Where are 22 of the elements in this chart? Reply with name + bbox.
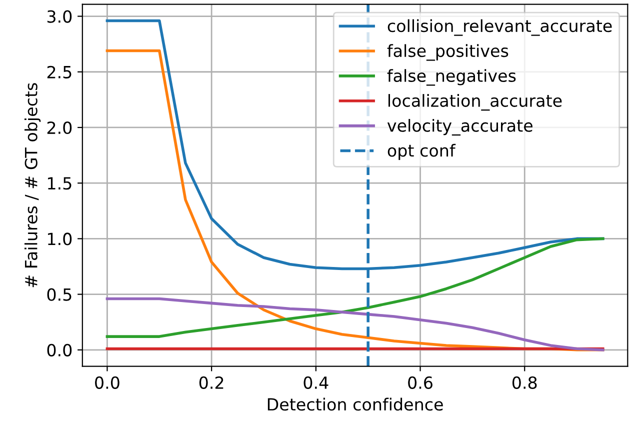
legend-label: false_positives: [387, 44, 508, 61]
legend-label: velocity_accurate: [387, 118, 532, 136]
y-tick-label: 0.5: [47, 288, 72, 301]
y-tick-label: 1.5: [48, 177, 72, 190]
x-tick-label: 0.8: [512, 376, 537, 389]
legend-label: false_negatives: [387, 69, 516, 86]
x-axis-title: Detection confidence: [268, 398, 443, 411]
y-tick-label: 1.0: [48, 232, 72, 246]
y-tick-label: 0.0: [47, 344, 72, 356]
x-tick-label: 0.6: [408, 376, 432, 389]
x-tick-label: 0.4: [304, 376, 328, 389]
line-series: [106, 297, 604, 352]
line-series: [106, 237, 604, 338]
y-tick-label: 3.0: [47, 10, 72, 23]
x-tick-label: 0.0: [95, 376, 120, 389]
legend-label: collision_relevant_accurate: [388, 19, 612, 36]
y-tick-label: 2.5: [47, 66, 72, 78]
x-tick-label: 0.2: [199, 376, 224, 389]
y-tick-label: 2.0: [47, 121, 72, 134]
legend-label: localization_accurate: [388, 94, 562, 111]
ref-line-label: opt conf: [388, 144, 456, 160]
y-axis-title: # Failures / # GT objects: [24, 83, 41, 288]
